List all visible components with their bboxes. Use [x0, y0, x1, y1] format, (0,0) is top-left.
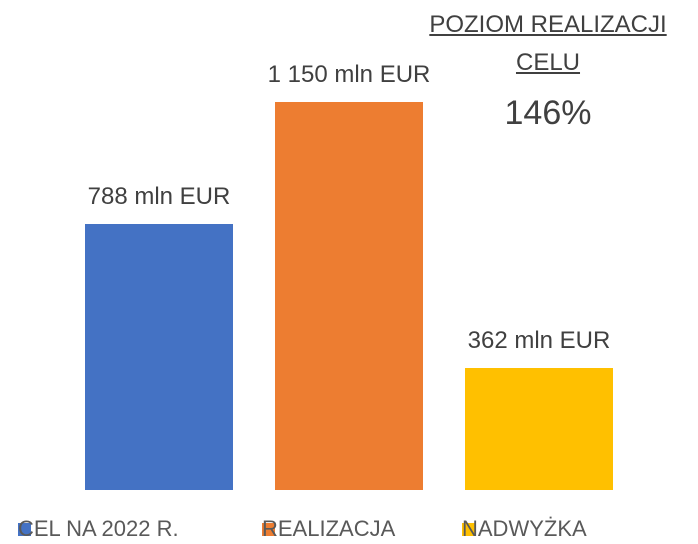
legend-swatch	[262, 522, 275, 536]
legend-swatch	[18, 522, 31, 536]
legend-label: REALIZACJA	[262, 516, 396, 541]
legend-item: REALIZACJA	[262, 514, 395, 544]
value-label: 1 150 mln EUR	[267, 61, 431, 88]
value-label: 788 mln EUR	[87, 183, 231, 211]
bar	[275, 102, 423, 490]
legend-item: NADWYŻKA	[462, 514, 587, 544]
bar	[465, 367, 613, 490]
legend-label: NADWYŻKA	[462, 516, 587, 541]
annotation-value: 146%	[504, 94, 592, 132]
legend-swatch	[462, 522, 475, 536]
annotation-title: POZIOM REALIZACJI CELU	[429, 11, 667, 76]
legend-item: CEL NA 2022 R.	[18, 514, 179, 544]
bar	[85, 224, 233, 490]
value-label: 362 mln EUR	[467, 326, 611, 354]
legend-label: CEL NA 2022 R.	[18, 516, 179, 541]
